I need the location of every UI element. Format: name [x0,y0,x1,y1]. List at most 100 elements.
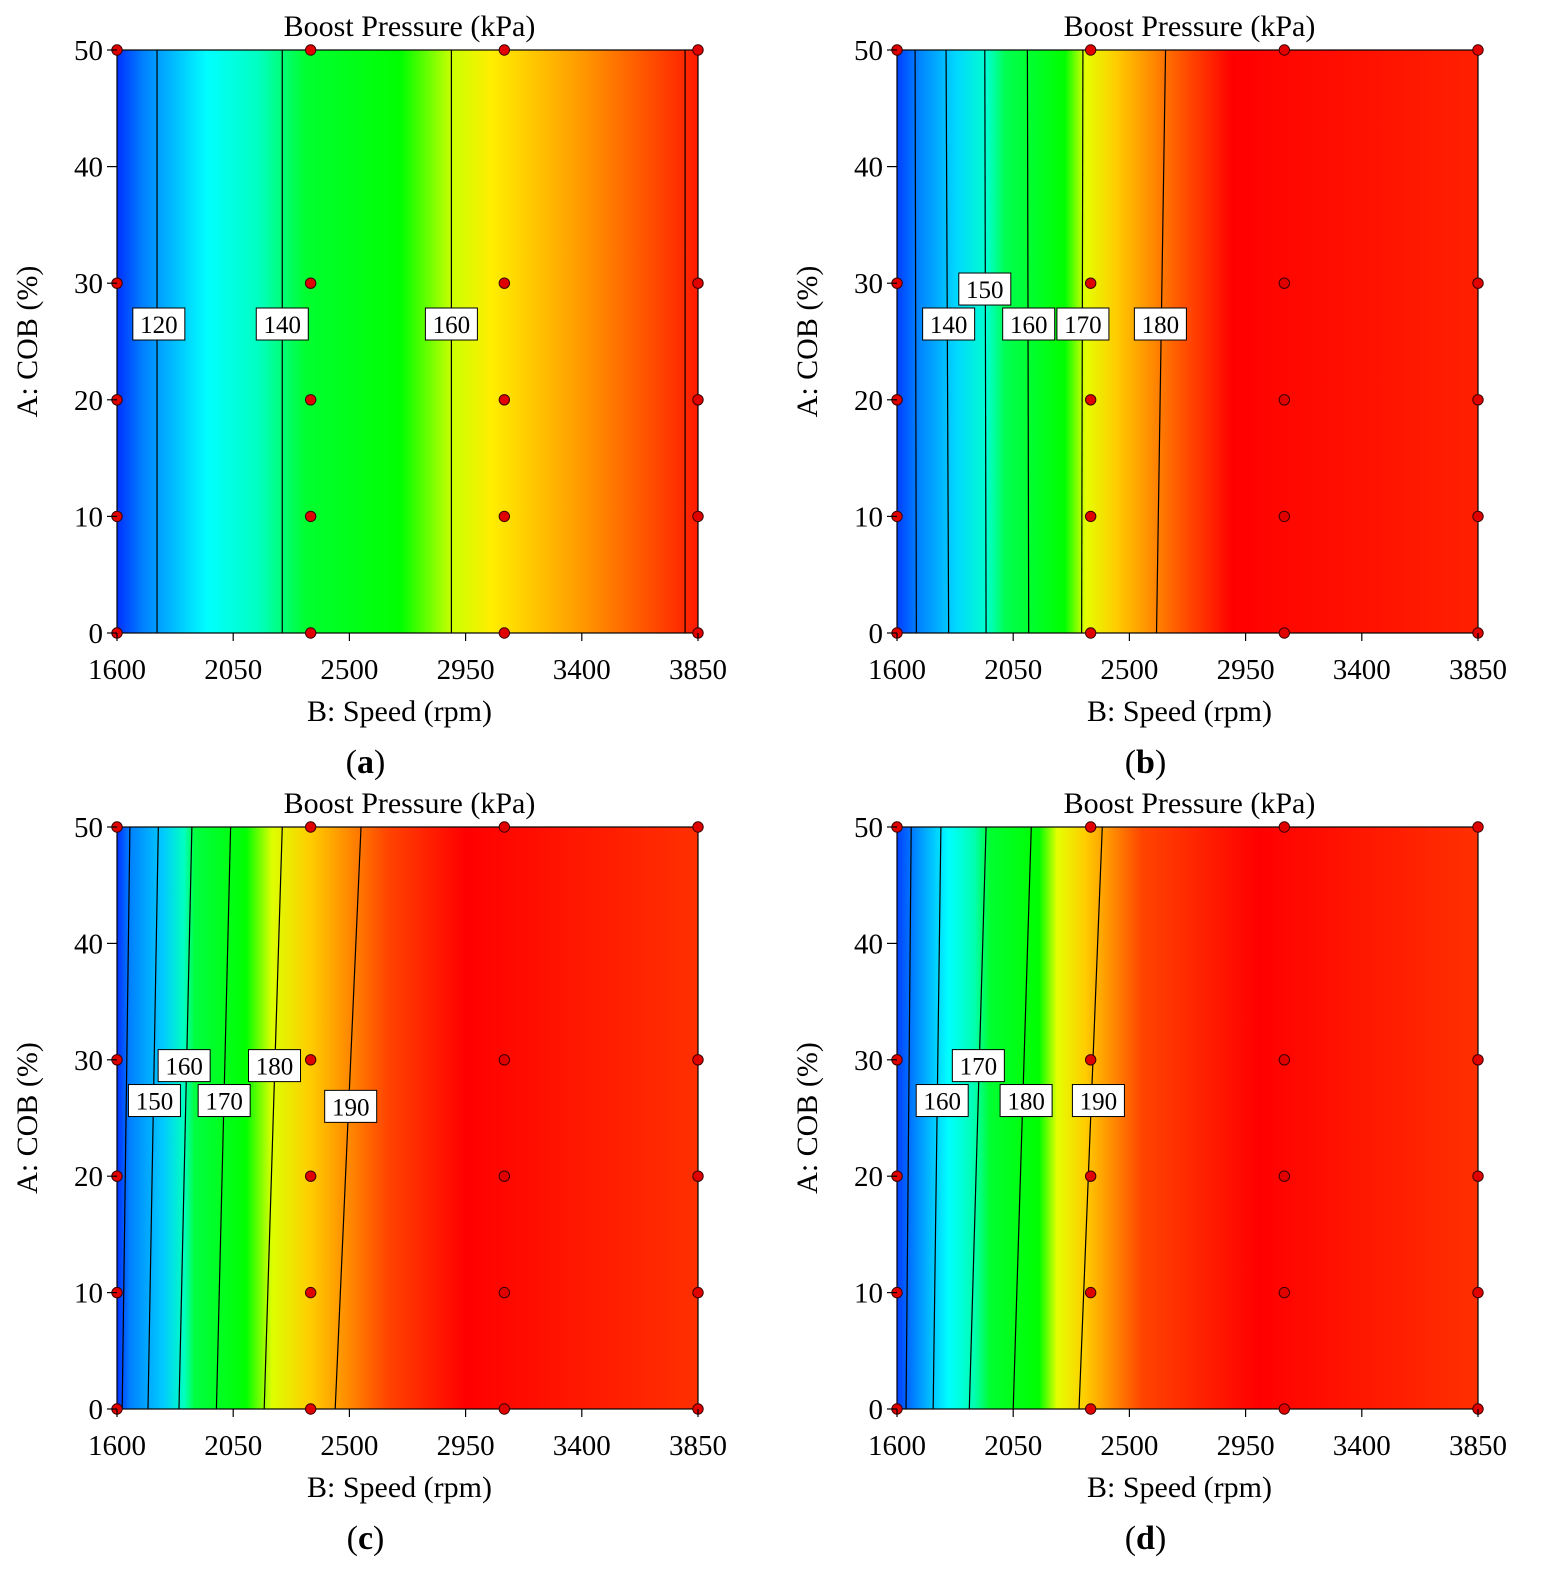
contour-line-d-1 [932,826,942,1410]
design-point-b [1278,44,1291,56]
panel-label-open: ( [347,1520,358,1557]
y-tick-label-a-5: 50 [74,35,103,67]
design-point-a [304,44,317,56]
x-axis-label-d: B: Speed (rpm) [1087,1471,1272,1504]
design-point-d [1278,1403,1291,1415]
design-point-c [692,1286,704,1299]
plot-frame-c [116,826,699,1410]
panel-label-open: ( [346,744,357,781]
y-tick-label-b-5: 50 [854,35,883,67]
y-tick-label-c-2: 20 [74,1161,103,1193]
design-point-b [1084,394,1097,406]
design-point-d [1278,1286,1291,1299]
x-tick-label-c-0: 1600 [88,1430,146,1462]
panel-label-open: ( [1125,744,1136,781]
design-point-b [1472,44,1484,56]
contour-label-c-1: 150 [136,1089,174,1116]
contour-label-box-b-1 [922,307,976,341]
contour-line-b-2 [984,49,987,634]
design-point-c [304,1054,317,1066]
contour-label-box-c-3 [197,1084,251,1118]
x-tick-label-b-0: 1600 [868,654,926,686]
contour-line-d-4 [1078,826,1103,1410]
design-point-a [304,394,317,406]
plot-frame-b [896,49,1479,634]
panel-label-c: (c) [347,1520,385,1557]
design-point-a [304,510,317,523]
x-tick-label-b-1: 2050 [984,654,1042,686]
contour-line-b-3 [1026,49,1030,634]
contour-label-box-b-2 [958,272,1012,306]
panel-label-open: ( [1125,1520,1136,1557]
contour-line-c-4 [263,826,283,1410]
chart-title-d: Boost Pressure (kPa) [1064,787,1316,820]
contour-label-d-2: 170 [960,1054,998,1081]
design-point-d [1084,1170,1097,1182]
design-point-c [692,1170,704,1182]
design-point-c [304,1286,317,1299]
design-point-a [498,277,511,289]
contour-label-box-c-4 [248,1049,302,1083]
y-tick-label-c-3: 30 [74,1045,103,1077]
x-tick-label-a-5: 3850 [669,654,727,686]
panel-label-letter: b [1136,744,1155,781]
panel-label-letter: c [358,1520,373,1557]
design-point-b [1084,44,1097,56]
contour-line-b-1 [945,49,950,634]
panel-label-close: ) [1155,1520,1166,1557]
y-axis-label-d: A: COB (%) [791,1042,824,1194]
design-point-d [1084,1286,1097,1299]
design-point-d [1472,1286,1484,1299]
y-tick-label-b-2: 20 [854,385,883,417]
x-tick-label-d-1: 2050 [984,1430,1042,1462]
contour-line-d-3 [1012,826,1032,1410]
design-point-b [1472,277,1484,289]
design-point-b [1084,277,1097,289]
y-tick-label-a-3: 30 [74,268,103,300]
plot-frame-d [896,826,1479,1410]
y-tick-label-c-4: 40 [74,928,103,960]
y-tick-label-d-4: 40 [854,928,883,960]
plot-frame-a [116,49,699,634]
x-tick-label-b-2: 2500 [1100,654,1158,686]
y-tick-label-b-1: 10 [854,501,883,533]
contour-label-box-a-0 [132,307,186,341]
design-point-b [1278,277,1291,289]
x-tick-label-a-4: 3400 [553,654,611,686]
design-point-a [498,627,511,639]
contour-label-box-b-4 [1056,307,1110,341]
x-axis-label-a: B: Speed (rpm) [307,695,492,728]
design-point-b [1278,510,1291,523]
x-tick-label-c-4: 3400 [553,1430,611,1462]
contour-label-c-3: 170 [205,1089,243,1116]
contour-label-box-d-1 [915,1084,969,1118]
contour-label-box-d-2 [951,1049,1005,1083]
design-point-c [304,821,317,833]
design-point-c [692,821,704,833]
y-axis-label-b: A: COB (%) [791,266,824,418]
x-tick-label-c-3: 2950 [437,1430,495,1462]
design-point-b [1278,627,1291,639]
contour-label-box-d-4 [1071,1084,1125,1118]
chart-title-a: Boost Pressure (kPa) [284,10,536,43]
contour-label-box-a-2 [424,307,478,341]
y-tick-label-b-0: 0 [869,618,884,650]
x-axis-label-c: B: Speed (rpm) [307,1471,492,1504]
panel-label-close: ) [374,744,385,781]
design-point-a [692,510,704,523]
x-tick-label-c-2: 2500 [320,1430,378,1462]
x-axis-label-b: B: Speed (rpm) [1087,695,1272,728]
design-point-d [1472,1054,1484,1066]
design-point-c [304,1403,317,1415]
design-point-d [1472,821,1484,833]
design-point-d [1472,1170,1484,1182]
panel-label-b: (b) [1125,744,1167,781]
chart-title-b: Boost Pressure (kPa) [1064,10,1316,43]
chart-title-c: Boost Pressure (kPa) [284,787,536,820]
x-tick-label-a-1: 2050 [204,654,262,686]
design-point-a [692,277,704,289]
panel-label-letter: a [357,744,374,781]
